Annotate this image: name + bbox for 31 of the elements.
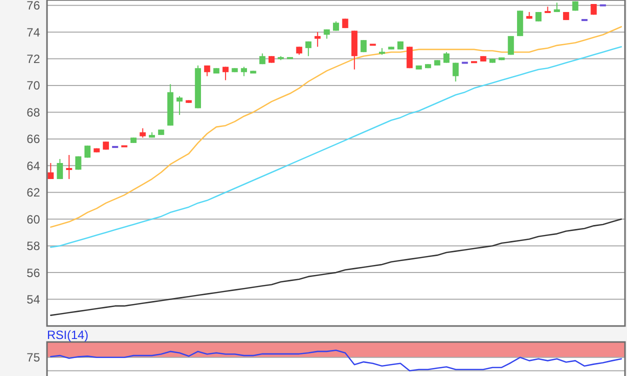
candlestick [222,66,229,81]
candlestick [240,66,247,77]
y-tick-label: 76 [26,0,40,13]
candlestick [84,145,91,158]
y-tick-label: 56 [26,266,40,280]
y-tick-label: 64 [26,158,40,173]
text: 75 [26,350,40,365]
candlestick [140,128,146,138]
y-tick-label: 66 [26,132,40,146]
y-tick-label: 74 [26,25,40,40]
candlestick [452,62,459,82]
candlestick [66,154,72,180]
candlestick [535,12,542,22]
y-tick-label: 70 [26,78,40,93]
y-tick-label: 58 [26,239,40,254]
line-series [50,26,622,228]
candlestick [56,158,63,180]
candlestick [305,40,312,57]
y-tick-label: 62 [26,186,40,200]
candlestick [360,40,367,53]
candlestick [314,32,321,48]
candlestick [508,36,514,56]
y-tick-label: 72 [26,52,40,66]
line-series [50,46,622,248]
y-tick-label: 68 [26,105,40,120]
candlestick [176,96,183,116]
chart-title: RSI(14) [47,328,88,342]
y-tick-label: 60 [26,212,40,226]
y-tick-label: 54 [26,292,40,306]
candlestick [443,52,450,64]
line-series [50,218,622,316]
